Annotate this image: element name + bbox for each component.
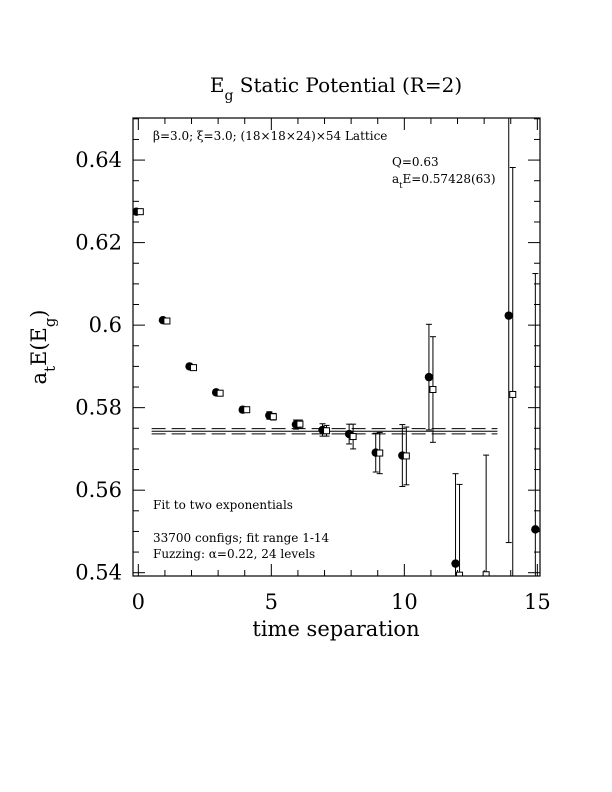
annotation-lattice: β=3.0; ξ=3.0; (18×18×24)×54 Lattice (153, 129, 387, 143)
data-point-square (349, 433, 357, 441)
data-point-square (296, 420, 304, 428)
data-point-square (269, 413, 277, 421)
y-axis-title: atE(Eg) (27, 310, 59, 385)
annotation-configs: 33700 configs; fit range 1-14 (153, 531, 330, 545)
data-point-square (509, 390, 517, 398)
data-point-square (456, 571, 464, 576)
y-tick-label: 0.64 (75, 148, 122, 172)
annotation-fuzzing: Fuzzing: α=0.22, 24 levels (153, 547, 315, 561)
series-filled-circles (133, 118, 540, 576)
x-tick-label: 15 (524, 590, 551, 614)
annotation-q-value: Q=0.63 (392, 155, 439, 169)
series-open-squares (136, 167, 517, 576)
y-tick-label: 0.58 (75, 396, 122, 420)
data-point-square (216, 389, 224, 397)
data-point-square (429, 385, 437, 393)
y-tick-label: 0.56 (75, 478, 122, 502)
annotation-fit-type: Fit to two exponentials (153, 498, 293, 512)
data-point-circle (424, 372, 434, 382)
y-tick-label: 0.6 (89, 313, 122, 337)
x-axis-title: time separation (252, 617, 419, 641)
data-series (133, 118, 540, 576)
annotations: β=3.0; ξ=3.0; (18×18×24)×54 Lattice Q=0.… (153, 129, 496, 561)
data-point-square (482, 571, 490, 576)
x-tick-label: 0 (132, 590, 145, 614)
chart-title: Eg Static Potential (R=2) (210, 73, 462, 104)
data-point-square (376, 449, 384, 457)
data-point-square (190, 364, 198, 372)
data-point-circle (504, 311, 513, 320)
data-point-square (163, 317, 171, 325)
data-point-square (323, 427, 331, 435)
plot-frame (132, 117, 541, 577)
x-tick-label: 5 (265, 590, 278, 614)
data-point-square (243, 406, 251, 414)
axes: 0 5 10 15 0.54 0.56 0.58 0.6 0.62 0.64 (75, 118, 551, 614)
data-point-square (136, 208, 144, 216)
y-tick-label: 0.62 (75, 231, 122, 255)
x-tick-label: 10 (391, 590, 418, 614)
data-point-circle (531, 525, 540, 534)
data-point-square (402, 452, 410, 460)
y-tick-label: 0.54 (75, 561, 122, 585)
data-point-circle (451, 559, 460, 568)
annotation-fit-energy: atE=0.57428(63) (392, 172, 496, 190)
